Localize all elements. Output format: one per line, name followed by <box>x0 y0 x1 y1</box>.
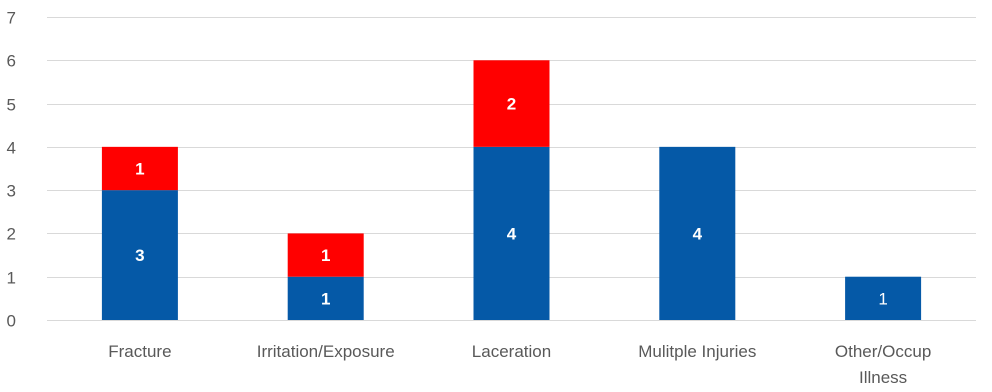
bar-segment <box>101 190 178 320</box>
y-tick-label: 2 <box>7 225 16 244</box>
data-label: 4 <box>693 224 703 243</box>
data-label: 2 <box>507 95 516 114</box>
y-axis-ticks: 0 1 2 3 4 5 6 7 <box>7 9 16 331</box>
x-category-label: Mulitple Injuries <box>638 342 756 361</box>
data-label: 4 <box>507 224 517 243</box>
data-label: 3 <box>135 246 144 265</box>
bar-segment <box>473 146 550 320</box>
bar-segment <box>845 276 922 320</box>
bar-segment <box>287 276 364 320</box>
x-axis-categories: Fracture Irritation/Exposure Laceration Mul… <box>108 342 931 387</box>
data-label: 1 <box>321 289 330 308</box>
bar-segment <box>473 60 550 147</box>
data-label: 1 <box>321 246 330 265</box>
x-category-label: Fracture <box>108 342 171 361</box>
y-tick-label: 5 <box>7 96 16 115</box>
data-label: 1 <box>878 289 887 308</box>
y-tick-label: 4 <box>7 139 16 158</box>
data-label: 1 <box>135 160 144 179</box>
bar-segment <box>287 233 364 277</box>
bars <box>101 60 922 320</box>
bar-segment <box>659 146 736 320</box>
y-tick-label: 1 <box>7 269 16 288</box>
bar-segment <box>101 146 178 191</box>
x-category-label: Illness <box>859 368 907 387</box>
y-tick-label: 0 <box>7 312 16 331</box>
data-labels: 3 1 1 1 4 2 4 1 <box>135 95 888 309</box>
x-category-label: Laceration <box>472 342 551 361</box>
x-category-label: Irritation/Exposure <box>257 342 395 361</box>
y-tick-label: 7 <box>7 9 16 28</box>
y-tick-label: 3 <box>7 182 16 201</box>
y-tick-label: 6 <box>7 52 16 71</box>
x-category-label: Other/Occup <box>835 342 931 361</box>
